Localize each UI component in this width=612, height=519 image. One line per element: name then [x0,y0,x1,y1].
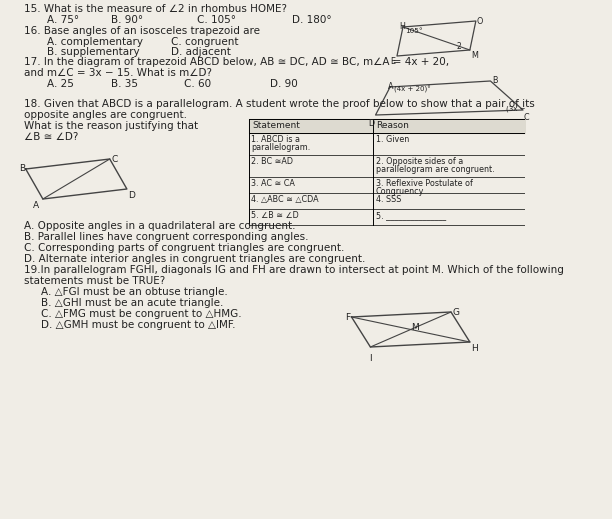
Text: 17. In the diagram of trapezoid ABCD below, AB ≅ DC, AD ≅ BC, m∠A = 4x + 20,: 17. In the diagram of trapezoid ABCD bel… [24,57,449,67]
Text: 1. ABCD is a: 1. ABCD is a [251,135,300,144]
Text: B: B [19,164,25,173]
Text: A. Opposite angles in a quadrilateral are congruent.: A. Opposite angles in a quadrilateral ar… [24,221,296,231]
Text: D: D [368,119,375,128]
Text: parallelogram.: parallelogram. [251,143,310,153]
Text: and m∠C = 3x − 15. What is m∠D?: and m∠C = 3x − 15. What is m∠D? [24,68,212,78]
Text: (3x −: (3x − [506,105,525,112]
Text: 19.In parallelogram FGHI, diagonals IG and FH are drawn to intersect at point M.: 19.In parallelogram FGHI, diagonals IG a… [24,265,564,275]
Text: parallelogram are congruent.: parallelogram are congruent. [376,166,494,174]
Text: D. △GMH must be congruent to △IMF.: D. △GMH must be congruent to △IMF. [41,320,236,330]
Text: H: H [472,344,479,353]
Text: C: C [111,155,118,164]
Text: M: M [411,323,419,333]
Text: B. 90°: B. 90° [111,15,144,25]
Text: M: M [472,51,479,60]
Text: D. Alternate interior angles in congruent triangles are congruent.: D. Alternate interior angles in congruen… [24,254,365,264]
Text: E: E [390,57,395,66]
Text: F: F [345,313,350,322]
Text: 105°: 105° [406,28,423,34]
Text: 2. BC ≅AD: 2. BC ≅AD [251,157,293,166]
Text: 4. SSS: 4. SSS [376,195,401,204]
Text: Reason: Reason [376,121,409,130]
Text: D. adjacent: D. adjacent [171,47,231,57]
Text: A. △FGI must be an obtuse triangle.: A. △FGI must be an obtuse triangle. [41,287,228,297]
Text: 18. Given that ABCD is a parallelogram. A student wrote the proof below to show : 18. Given that ABCD is a parallelogram. … [24,99,535,109]
Text: 3. AC ≅ CA: 3. AC ≅ CA [251,179,295,188]
Text: 5. _______________: 5. _______________ [376,211,446,220]
Text: G: G [453,308,460,317]
Text: C. Corresponding parts of congruent triangles are congruent.: C. Corresponding parts of congruent tria… [24,243,345,253]
Text: opposite angles are congruent.: opposite angles are congruent. [24,110,187,120]
Text: 16. Base angles of an isosceles trapezoid are: 16. Base angles of an isosceles trapezoi… [24,26,260,36]
Text: ∠B ≅ ∠D?: ∠B ≅ ∠D? [24,132,78,142]
Text: D. 90: D. 90 [270,79,298,89]
Text: A. complementary: A. complementary [47,37,143,47]
Text: C. △FMG must be congruent to △HMG.: C. △FMG must be congruent to △HMG. [41,309,242,319]
Text: D: D [129,191,135,200]
Text: C. 105°: C. 105° [197,15,236,25]
Text: 15. What is the measure of ∠2 in rhombus HOME?: 15. What is the measure of ∠2 in rhombus… [24,4,287,14]
Text: B. △GHI must be an acute triangle.: B. △GHI must be an acute triangle. [41,298,223,308]
Text: C. 60: C. 60 [184,79,212,89]
Text: A: A [32,201,39,210]
Text: 2: 2 [457,42,461,51]
Text: C. congruent: C. congruent [171,37,239,47]
Text: H: H [400,22,405,31]
Text: A. 25: A. 25 [47,79,74,89]
Text: B. 35: B. 35 [111,79,138,89]
Text: 3. Reflexive Postulate of: 3. Reflexive Postulate of [376,179,472,188]
Text: B. Parallel lines have congruent corresponding angles.: B. Parallel lines have congruent corresp… [24,232,308,242]
Text: 1. Given: 1. Given [376,135,409,144]
Text: B. supplementary: B. supplementary [47,47,140,57]
Text: 2. Opposite sides of a: 2. Opposite sides of a [376,157,463,166]
Text: statements must be TRUE?: statements must be TRUE? [24,276,165,286]
Text: C: C [524,113,529,122]
Text: A. 75°: A. 75° [47,15,80,25]
Text: 5. ∠B ≅ ∠D: 5. ∠B ≅ ∠D [251,211,299,220]
Text: What is the reason justifying that: What is the reason justifying that [24,121,198,131]
Text: D. 180°: D. 180° [291,15,331,25]
Text: Congruency: Congruency [376,187,424,197]
Text: 4. △ABC ≅ △CDA: 4. △ABC ≅ △CDA [251,195,319,204]
Text: O: O [477,17,483,26]
Text: B: B [492,76,498,85]
Text: A: A [387,82,393,91]
Text: I: I [368,354,371,363]
Text: Statement: Statement [252,121,300,130]
Text: (4x + 20)°: (4x + 20)° [394,86,430,93]
